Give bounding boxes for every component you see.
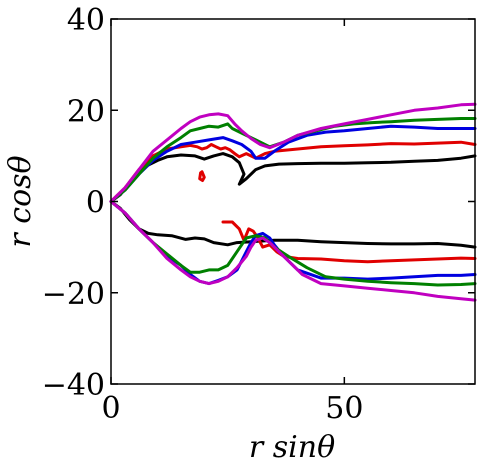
series-3-lower-line (109, 200, 477, 287)
series-1-loop-line (198, 170, 206, 182)
x-tick-label: 50 (325, 391, 363, 426)
series-0-upper-line (109, 152, 477, 203)
tick-layer: 0 50 −40 −20 0 20 40 (42, 3, 475, 426)
y-tick-label: 40 (67, 3, 105, 38)
y-axis-label: r cosθ (3, 155, 38, 247)
x-axis-label: r sinθ (249, 430, 335, 465)
series-2-upper-line (109, 124, 477, 203)
x-tick-label: 0 (101, 391, 120, 426)
series-layer (109, 102, 477, 302)
series-0-lower-line (109, 200, 477, 249)
y-tick-label: 20 (67, 94, 105, 129)
series-4-upper-line (109, 102, 477, 203)
y-tick-label: −20 (42, 277, 105, 312)
y-tick-label: 0 (86, 186, 105, 221)
y-tick-label: −40 (42, 368, 105, 403)
series-4-lower-line (109, 200, 477, 302)
